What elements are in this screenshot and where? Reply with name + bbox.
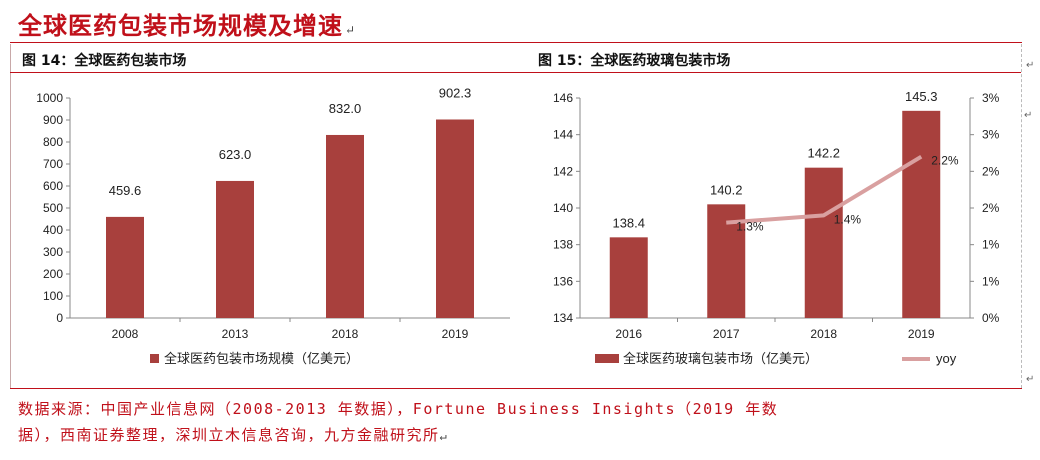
data-label: 142.2 bbox=[807, 146, 840, 161]
legend-swatch-bar bbox=[595, 354, 619, 363]
data-label: 832.0 bbox=[329, 101, 362, 116]
bar bbox=[436, 119, 474, 318]
data-label: 145.3 bbox=[905, 89, 938, 104]
frame-right-border bbox=[1021, 44, 1022, 388]
data-label: 902.3 bbox=[439, 85, 472, 100]
x-tick-label: 2019 bbox=[442, 327, 469, 341]
bar bbox=[804, 167, 843, 318]
y-tick-label: 400 bbox=[43, 223, 63, 237]
chart-14-title: 图 14：全球医药包装市场 bbox=[22, 53, 187, 69]
chart-14: 0 100 200 300 400 500 600 700 800 900 1000 459.6 200… bbox=[36, 85, 510, 366]
bottom-rule bbox=[10, 388, 1022, 389]
data-label: 140.2 bbox=[710, 182, 743, 197]
y-tick-label: 140 bbox=[553, 201, 573, 215]
x-tick-label: 2013 bbox=[222, 327, 249, 341]
y-tick-label: 200 bbox=[43, 267, 63, 281]
y-tick-label: 138 bbox=[553, 238, 573, 252]
y-tick-label: 800 bbox=[43, 135, 63, 149]
y-tick-label: 144 bbox=[553, 128, 573, 142]
data-label: 138.4 bbox=[612, 215, 645, 230]
y-tick-label: 134 bbox=[553, 311, 573, 325]
y2-tick-label: 0% bbox=[982, 311, 1000, 325]
y-tick-label: 1000 bbox=[36, 91, 63, 105]
title-rule bbox=[10, 42, 1022, 43]
chart-15: 134 136 138 140 142 144 146 0% 1% 1% 2% 2% 3% 3% 138.4… bbox=[553, 89, 1000, 366]
data-label: 623.0 bbox=[219, 147, 252, 162]
source-line-1: 数据来源：中国产业信息网（2008-2013 年数据），Fortune Busi… bbox=[18, 400, 779, 418]
y2-tick-label: 3% bbox=[982, 128, 1000, 142]
y2-tick-label: 2% bbox=[982, 201, 1000, 215]
x-tick-label: 2008 bbox=[112, 327, 139, 341]
x-tick-label: 2019 bbox=[908, 327, 935, 341]
y-tick-label: 700 bbox=[43, 157, 63, 171]
y-tick-label: 100 bbox=[43, 289, 63, 303]
paragraph-mark: ↵ bbox=[1026, 60, 1035, 71]
x-tick-label: 2018 bbox=[810, 327, 837, 341]
y-tick-label: 600 bbox=[43, 179, 63, 193]
bar bbox=[216, 180, 254, 318]
legend-label-bar: 全球医药玻璃包装市场（亿美元） bbox=[623, 351, 818, 366]
bar bbox=[902, 110, 941, 318]
line-label: 1.3% bbox=[736, 220, 764, 234]
x-tick-label: 2016 bbox=[615, 327, 642, 341]
bar bbox=[106, 216, 144, 318]
y-tick-label: 500 bbox=[43, 201, 63, 215]
paragraph-mark: ↵ bbox=[1026, 374, 1035, 385]
frame-left-border bbox=[10, 44, 11, 388]
y2-tick-label: 3% bbox=[982, 91, 1000, 105]
y-tick-label: 146 bbox=[553, 91, 573, 105]
y-tick-label: 300 bbox=[43, 245, 63, 259]
chart-15-title: 图 15：全球医药玻璃包装市场 bbox=[538, 53, 731, 69]
line-label: 1.4% bbox=[834, 212, 862, 226]
legend-label: 全球医药包装市场规模（亿美元） bbox=[164, 351, 359, 366]
paragraph-mark: ↵ bbox=[1024, 110, 1033, 121]
page-title: 全球医药包装市场规模及增速 ↵ bbox=[18, 11, 357, 40]
yoy-line bbox=[726, 154, 923, 225]
bar bbox=[326, 134, 364, 318]
x-tick-label: 2018 bbox=[332, 327, 359, 341]
bar bbox=[609, 237, 648, 318]
y-tick-label: 0 bbox=[56, 311, 63, 325]
source-note: 数据来源：中国产业信息网（2008-2013 年数据），Fortune Busi… bbox=[18, 396, 1008, 449]
x-tick-label: 2017 bbox=[713, 327, 740, 341]
legend-label-line: yoy bbox=[936, 351, 957, 366]
panel-title-rule bbox=[10, 72, 1021, 73]
y2-tick-label: 2% bbox=[982, 164, 1000, 178]
y-tick-label: 136 bbox=[553, 274, 573, 288]
line-label: 2.2% bbox=[931, 154, 959, 168]
y2-tick-label: 1% bbox=[982, 274, 1000, 288]
y-tick-label: 900 bbox=[43, 113, 63, 127]
y2-tick-label: 1% bbox=[982, 238, 1000, 252]
y-tick-label: 142 bbox=[553, 164, 573, 178]
legend-swatch bbox=[150, 354, 159, 363]
data-label: 459.6 bbox=[109, 183, 142, 198]
source-line-2: 据），西南证券整理，深圳立木信息咨询，九方金融研究所↵ bbox=[18, 426, 447, 444]
